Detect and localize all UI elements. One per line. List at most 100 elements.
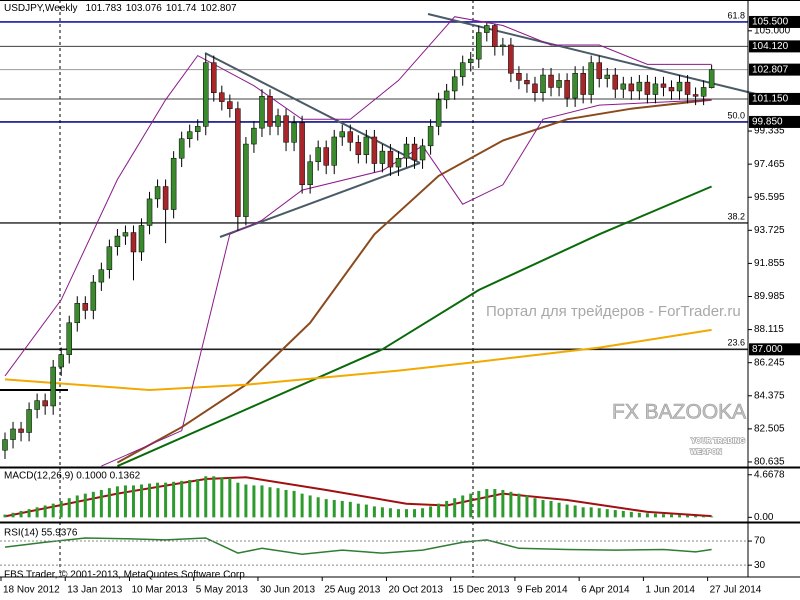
- candle-body: [315, 147, 321, 163]
- price-label-box: [749, 92, 800, 105]
- candle-body: [652, 83, 659, 95]
- candle-body: [476, 32, 482, 60]
- candle-body: [395, 157, 402, 168]
- candle-body: [419, 145, 426, 161]
- macd-bar: [413, 509, 417, 518]
- macd-bar: [621, 510, 625, 518]
- y-tick-label: 89.985: [754, 291, 785, 302]
- candle-body: [620, 83, 627, 90]
- macd-bar: [107, 488, 111, 518]
- logo-tagline: WEAPON: [690, 449, 722, 456]
- x-tick-label: 18 Nov 2012: [3, 585, 60, 596]
- candle-body: [122, 232, 129, 237]
- candle-body: [363, 136, 370, 155]
- candle-body: [347, 131, 354, 143]
- candle-body: [2, 439, 8, 451]
- candle-body: [700, 87, 707, 97]
- rsi-line: [4, 537, 712, 556]
- indicator-line: [4, 328, 712, 392]
- macd-bar: [196, 479, 200, 518]
- macd-bar: [123, 485, 127, 518]
- price-label: 102.807: [752, 64, 789, 75]
- price-label: 99.850: [752, 117, 783, 128]
- macd-bar: [581, 507, 585, 518]
- macd-bar: [204, 476, 208, 518]
- macd-bar: [565, 504, 569, 518]
- macd-bar: [140, 484, 144, 518]
- price-label-box: [749, 40, 800, 53]
- logo: FX BAZOOKA: [612, 401, 746, 424]
- fib-label: 61.8: [727, 10, 745, 20]
- macd-bar: [59, 500, 63, 518]
- x-tick-label: 27 Jul 2014: [710, 585, 762, 596]
- macd-bar: [597, 508, 601, 518]
- candle-body: [684, 81, 691, 95]
- candle-body: [50, 366, 56, 407]
- macd-bar: [11, 512, 15, 518]
- watermark: Портал для трейдеров - ForTrader.ru: [486, 303, 741, 320]
- candle-body: [219, 92, 225, 102]
- candle-body: [178, 138, 185, 159]
- macd-bar: [212, 476, 216, 518]
- macd-bar: [131, 485, 135, 518]
- macd-bar: [252, 485, 256, 518]
- candle-body: [130, 232, 137, 253]
- x-tick-label: 20 Oct 2013: [388, 585, 443, 596]
- price-label-box: [749, 343, 800, 356]
- candle-body: [34, 400, 40, 410]
- indicator-line: [116, 185, 712, 468]
- trend-line: [427, 13, 757, 95]
- x-tick-label: 6 Apr 2014: [581, 585, 630, 596]
- macd-bar: [525, 495, 529, 518]
- candle-body: [170, 157, 177, 210]
- candle-body: [540, 74, 546, 93]
- candle-body: [26, 409, 32, 433]
- candle-body: [162, 186, 169, 210]
- candle-body: [387, 150, 394, 168]
- macd-bar: [549, 500, 553, 518]
- macd-bar: [380, 507, 384, 518]
- macd-bar: [686, 515, 690, 518]
- macd-bar: [172, 481, 176, 518]
- candle-body: [516, 73, 522, 81]
- y-tick-label: 95.595: [754, 192, 785, 203]
- macd-bar: [405, 509, 408, 518]
- macd-bar: [388, 508, 392, 518]
- candle-body: [403, 143, 410, 159]
- macd-bar: [348, 501, 352, 518]
- open-value: 101.783: [86, 3, 123, 14]
- y-tick-label: 91.855: [754, 258, 785, 269]
- candle-body: [459, 62, 466, 78]
- macd-bar: [188, 479, 192, 518]
- candle-body: [355, 142, 362, 155]
- macd-bar: [3, 514, 7, 518]
- trend-line: [219, 162, 421, 238]
- macd-bar: [308, 495, 312, 518]
- macd-bar: [573, 505, 577, 518]
- y-tick-label: 97.465: [754, 159, 785, 170]
- macd-bar: [35, 507, 39, 518]
- candle-body: [331, 136, 337, 166]
- y-tick-label: 80.635: [754, 457, 785, 468]
- symbol: USDJPY,Weekly: [4, 3, 78, 14]
- macd-bar: [67, 498, 71, 518]
- y-tick-label: 99.335: [754, 126, 785, 137]
- candle-body: [532, 83, 538, 93]
- candle-body: [299, 122, 305, 186]
- candle-body: [443, 90, 450, 101]
- price-label: 87.000: [752, 344, 783, 355]
- indicator-line: [4, 16, 712, 377]
- candle-body: [291, 122, 297, 143]
- x-tick-label: 9 Feb 2014: [517, 585, 568, 596]
- y-tick-label: 88.115: [754, 324, 784, 335]
- trend-line: [204, 52, 421, 164]
- candle-body: [692, 94, 699, 97]
- macd-bar: [300, 493, 304, 518]
- macd-bar: [557, 502, 561, 518]
- macd-bar: [99, 489, 103, 518]
- candle-body: [451, 76, 458, 92]
- candle-body: [275, 115, 281, 127]
